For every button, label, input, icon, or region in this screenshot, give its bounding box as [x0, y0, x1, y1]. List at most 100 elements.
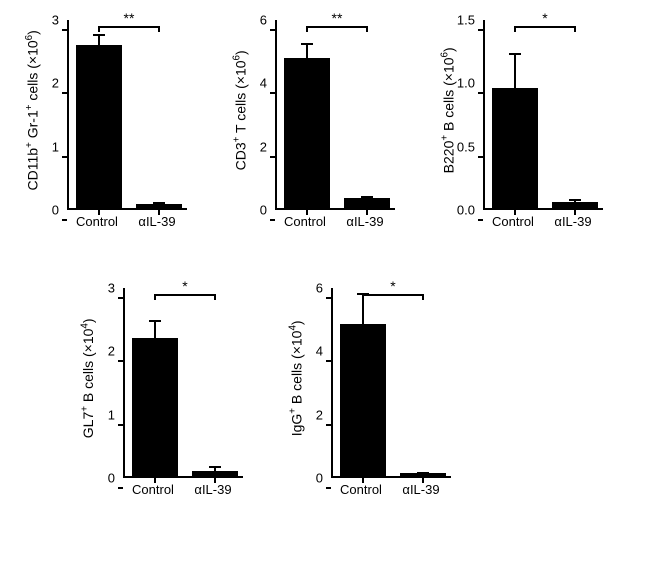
row-2: *GL7+ B cells (×104)0123ControlαIL-39 *I…: [12, 278, 638, 518]
chart-grid: **CD11b+ Gr-1+ cells (×106)0123ControlαI…: [0, 0, 650, 571]
error-cap: [417, 472, 429, 474]
y-axis-title: IgG+ B cells (×104): [286, 278, 306, 478]
bar-control: [492, 88, 538, 208]
y-tick-label: 0: [220, 203, 267, 218]
plot-area: *: [123, 288, 243, 478]
y-tick: [270, 92, 275, 94]
significance-tick: [154, 294, 156, 300]
x-tick-label: Control: [492, 214, 534, 229]
y-tick-label: 1.5: [428, 13, 475, 28]
significance-tick: [362, 294, 364, 300]
significance-label: **: [332, 10, 343, 26]
significance-tick: [98, 26, 100, 32]
y-tick-label: 1: [12, 139, 59, 154]
y-tick: [270, 219, 275, 221]
y-tick-label: 4: [220, 76, 267, 91]
y-tick-label: 2: [12, 76, 59, 91]
y-tick-label: 6: [276, 281, 323, 296]
y-tick: [478, 156, 483, 158]
y-tick: [478, 219, 483, 221]
bar-control: [284, 58, 330, 208]
significance-bar: [515, 26, 575, 28]
significance-label: **: [124, 10, 135, 26]
significance-tick: [158, 26, 160, 32]
y-tick-label: 0: [276, 471, 323, 486]
significance-label: *: [390, 278, 395, 294]
plot-area: *: [483, 20, 603, 210]
bar-control: [340, 324, 386, 476]
plot-area: **: [67, 20, 187, 210]
y-tick: [270, 29, 275, 31]
significance-bar: [307, 26, 367, 28]
y-tick: [326, 297, 331, 299]
y-tick-label: 0: [68, 471, 115, 486]
x-tick-label: Control: [132, 482, 174, 497]
y-axis-title: B220+ B cells (×106): [438, 10, 458, 210]
error-cap: [301, 43, 313, 45]
x-tick-label: αIL-39: [138, 214, 175, 229]
error-cap: [509, 53, 521, 55]
significance-tick: [574, 26, 576, 32]
y-tick-label: 4: [276, 344, 323, 359]
plot-area: *: [331, 288, 451, 478]
y-tick-label: 3: [12, 13, 59, 28]
y-tick: [478, 92, 483, 94]
error-cap: [153, 202, 165, 204]
significance-tick: [214, 294, 216, 300]
y-tick: [62, 29, 67, 31]
y-tick-label: 0.5: [428, 139, 475, 154]
x-tick-label: αIL-39: [554, 214, 591, 229]
bar-control: [132, 338, 178, 476]
significance-label: *: [542, 10, 547, 26]
y-tick: [478, 29, 483, 31]
y-tick-label: 2: [220, 139, 267, 154]
x-tick-label: αIL-39: [346, 214, 383, 229]
y-tick: [118, 424, 123, 426]
error-cap: [93, 34, 105, 36]
x-tick-label: Control: [76, 214, 118, 229]
y-axis-title: CD3+ T cells (×106): [230, 10, 250, 210]
significance-bar: [155, 294, 215, 296]
x-tick-label: αIL-39: [194, 482, 231, 497]
y-tick: [118, 360, 123, 362]
y-tick-label: 1.0: [428, 76, 475, 91]
y-tick: [326, 424, 331, 426]
panel-gl7: * GL7+ B cells (×104)0 1 2 3 Control αIL-39: [68, 278, 258, 518]
plot-area: **: [275, 20, 395, 210]
significance-tick: [422, 294, 424, 300]
y-tick: [326, 487, 331, 489]
y-tick-label: 2: [68, 344, 115, 359]
y-tick: [62, 156, 67, 158]
x-tick-label: αIL-39: [402, 482, 439, 497]
panel-cd3: **CD3+ T cells (×106)0246ControlαIL-39: [220, 10, 410, 250]
significance-tick: [306, 26, 308, 32]
y-tick: [326, 360, 331, 362]
bar-control: [76, 45, 122, 208]
row-1: **CD11b+ Gr-1+ cells (×106)0123ControlαI…: [12, 10, 638, 250]
y-tick-label: 1: [68, 407, 115, 422]
error-cap: [569, 199, 581, 201]
significance-bar: [99, 26, 159, 28]
significance-tick: [514, 26, 516, 32]
x-tick-label: Control: [340, 482, 382, 497]
error-cap: [149, 320, 161, 322]
y-tick: [118, 487, 123, 489]
y-tick-label: 0.0: [428, 203, 475, 218]
y-tick-label: 3: [68, 281, 115, 296]
y-tick: [270, 156, 275, 158]
error-bar: [306, 44, 308, 60]
error-cap: [209, 466, 221, 468]
significance-label: *: [182, 278, 187, 294]
y-tick-label: 6: [220, 13, 267, 28]
y-tick-label: 0: [12, 203, 59, 218]
significance-tick: [366, 26, 368, 32]
significance-bar: [363, 294, 423, 296]
error-cap: [361, 196, 373, 198]
y-tick: [62, 219, 67, 221]
y-axis-title: CD11b+ Gr-1+ cells (×106): [22, 10, 42, 210]
panel-b220: * B220+ B cells (×106)0.0 0.5 1.0 1.5 Control…: [428, 10, 618, 250]
y-axis-title: GL7+ B cells (×104): [78, 278, 98, 478]
error-bar: [98, 35, 100, 46]
error-bar: [154, 321, 156, 340]
y-tick: [118, 297, 123, 299]
